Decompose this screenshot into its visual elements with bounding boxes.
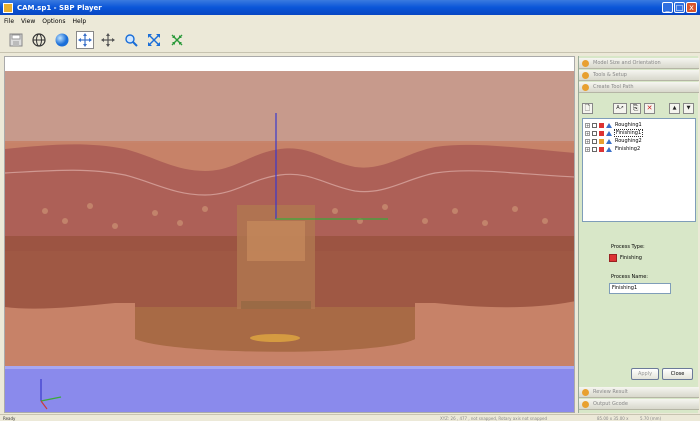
- move-up-button[interactable]: ▲: [669, 103, 680, 114]
- tree-item[interactable]: + Finishing1: [585, 129, 693, 137]
- section-icon: [582, 59, 589, 67]
- section-label: Tools & Setup: [593, 72, 627, 78]
- close-button[interactable]: x: [686, 2, 697, 13]
- tree-item-label: Finishing1: [614, 129, 644, 137]
- tree-item-label: Roughing1: [615, 122, 642, 128]
- process-type-label: Process Type:: [611, 244, 645, 250]
- tool-icon: [606, 130, 612, 136]
- tree-item-label: Finishing2: [615, 146, 641, 152]
- section-icon: [582, 388, 589, 396]
- fit-icon[interactable]: [145, 31, 163, 49]
- tree-item[interactable]: + Finishing2: [585, 145, 693, 153]
- move-icon[interactable]: [99, 31, 117, 49]
- menu-file[interactable]: File: [4, 17, 15, 25]
- move-down-button[interactable]: ▼: [683, 103, 694, 114]
- section-label: Create Tool Path: [593, 84, 634, 90]
- section-label: Output Gcode: [593, 401, 628, 407]
- finishing-type-icon: [599, 146, 604, 152]
- apply-button[interactable]: Apply: [631, 368, 659, 380]
- section-output[interactable]: Output Gcode: [579, 399, 699, 410]
- section-review-result[interactable]: Review Result: [579, 387, 699, 398]
- process-name-label: Process Name:: [611, 274, 648, 280]
- roughing-type-icon: [599, 122, 604, 128]
- section-icon: [582, 71, 589, 79]
- expand-icon[interactable]: +: [585, 146, 590, 152]
- finishing-type-icon: [599, 130, 604, 136]
- tree-item[interactable]: + Roughing2: [585, 137, 693, 145]
- sphere-icon[interactable]: [53, 31, 71, 49]
- model-render[interactable]: [5, 71, 575, 413]
- delete-process-button[interactable]: ✕: [644, 103, 655, 114]
- collapse-icon[interactable]: [168, 31, 186, 49]
- section-label: Review Result: [593, 389, 628, 395]
- process-type-value: Finishing: [620, 255, 642, 261]
- app-icon: [3, 2, 13, 13]
- tool-icon: [606, 122, 612, 128]
- toolbar: [0, 27, 700, 53]
- minimize-button[interactable]: _: [662, 2, 673, 13]
- status-bar: Ready XYZ: 26 , 477 , not snapped, Rotar…: [0, 414, 700, 421]
- checkbox[interactable]: [592, 122, 597, 128]
- section-model-size[interactable]: Model Size and Orientation: [579, 58, 699, 69]
- tree-toolbar: 🗋 A↗ ⎘ ✕ ▲ ▼: [582, 100, 696, 117]
- finishing-icon: [609, 254, 617, 262]
- checkbox[interactable]: [592, 130, 597, 136]
- zoom-icon[interactable]: [122, 31, 140, 49]
- checkbox[interactable]: [592, 146, 597, 152]
- copy-process-button[interactable]: ⎘: [630, 103, 641, 114]
- close-panel-button[interactable]: Close: [662, 368, 693, 380]
- menu-bar: File View Options Help: [0, 15, 700, 27]
- section-icon: [582, 400, 589, 408]
- menu-help[interactable]: Help: [72, 17, 87, 25]
- section-create-toolpath[interactable]: Create Tool Path: [579, 82, 699, 93]
- section-tools[interactable]: Tools & Setup: [579, 70, 699, 81]
- viewport-header-strip: [5, 57, 574, 71]
- new-process-button[interactable]: 🗋: [582, 103, 593, 114]
- tool-icon: [606, 146, 612, 152]
- process-panel: Model Size and Orientation Tools & Setup…: [578, 56, 699, 413]
- title-bar: CAM.sp1 - SBP Player _ □ x: [0, 0, 700, 15]
- 3d-viewport[interactable]: [4, 56, 575, 413]
- process-tree: + Roughing1 + Finishing1 + Roughing2 + F…: [582, 118, 696, 222]
- process-name-input[interactable]: Finishing1: [609, 283, 671, 294]
- expand-icon[interactable]: +: [585, 138, 590, 144]
- menu-options[interactable]: Options: [42, 17, 66, 25]
- edit-process-button[interactable]: A↗: [613, 103, 627, 114]
- checkbox[interactable]: [592, 138, 597, 144]
- expand-icon[interactable]: +: [585, 130, 590, 136]
- globe-icon[interactable]: [30, 31, 48, 49]
- expand-icon[interactable]: +: [585, 122, 590, 128]
- tree-item-label: Roughing2: [615, 138, 642, 144]
- section-icon: [582, 83, 589, 91]
- status-units: 5.70 (mm): [640, 416, 662, 421]
- section-label: Model Size and Orientation: [593, 60, 661, 66]
- roughing-type-icon: [599, 138, 604, 144]
- status-dimensions: 85.00 x 35.00 x: [597, 416, 629, 421]
- window-title: CAM.sp1 - SBP Player: [17, 3, 102, 12]
- status-text: Ready: [3, 416, 16, 421]
- pan-icon[interactable]: [76, 30, 94, 49]
- save-icon[interactable]: [7, 31, 25, 49]
- menu-view[interactable]: View: [21, 17, 36, 25]
- status-coordinates: XYZ: 26 , 477 , not snapped, Rotary axis…: [440, 416, 548, 421]
- maximize-button[interactable]: □: [674, 2, 685, 13]
- tree-item[interactable]: + Roughing1: [585, 121, 693, 129]
- tool-icon: [606, 138, 612, 144]
